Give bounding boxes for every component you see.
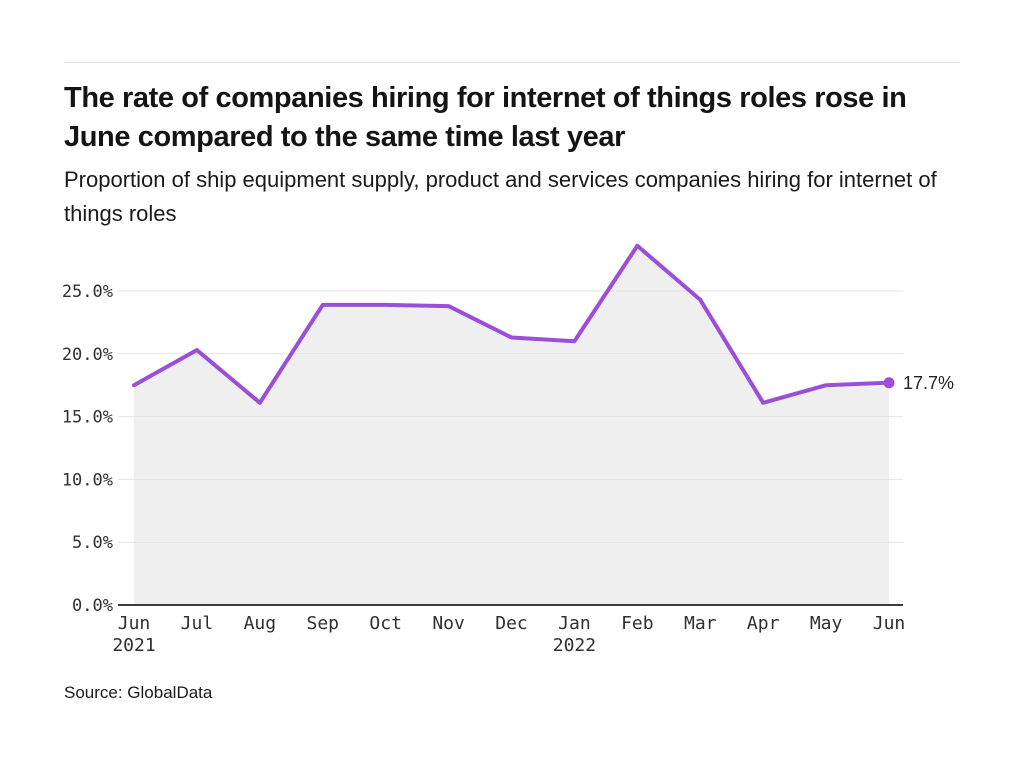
chart-title: The rate of companies hiring for interne…	[64, 82, 907, 153]
x-tick-label: Jul	[181, 613, 214, 634]
x-tick-label: Mar	[684, 613, 717, 634]
x-tick-label: May	[810, 613, 843, 634]
x-tick-label: Jun	[873, 613, 906, 634]
x-tick-label: Aug	[244, 613, 277, 634]
x-tick-label: Nov	[432, 613, 465, 634]
x-tick-label: Feb	[621, 613, 654, 634]
y-tick-label: 10.0%	[62, 470, 113, 490]
series-line	[132, 243, 891, 405]
series-area	[134, 245, 889, 605]
y-tick-label: 0.0%	[72, 596, 113, 616]
source-label: Source: GlobalData	[64, 683, 213, 702]
x-year-label: 2022	[553, 635, 596, 656]
x-tick-label: Sep	[306, 613, 339, 634]
x-tick-label: Jun	[118, 613, 151, 634]
x-tick-label: Dec	[495, 613, 528, 634]
chart-subtitle: Proportion of ship equipment supply, pro…	[64, 167, 937, 226]
x-year-label: 2021	[112, 635, 155, 656]
top-divider	[64, 62, 960, 63]
end-point-dot	[883, 377, 895, 389]
x-tick-label: Oct	[369, 613, 402, 634]
end-value-label: 17.7%	[903, 373, 954, 393]
y-tick-label: 15.0%	[62, 408, 113, 428]
x-tick-label: Apr	[747, 613, 780, 634]
y-tick-label: 5.0%	[72, 533, 113, 553]
y-tick-label: 20.0%	[62, 345, 113, 365]
x-tick-label: Jan	[558, 613, 591, 634]
y-tick-label: 25.0%	[62, 282, 113, 302]
